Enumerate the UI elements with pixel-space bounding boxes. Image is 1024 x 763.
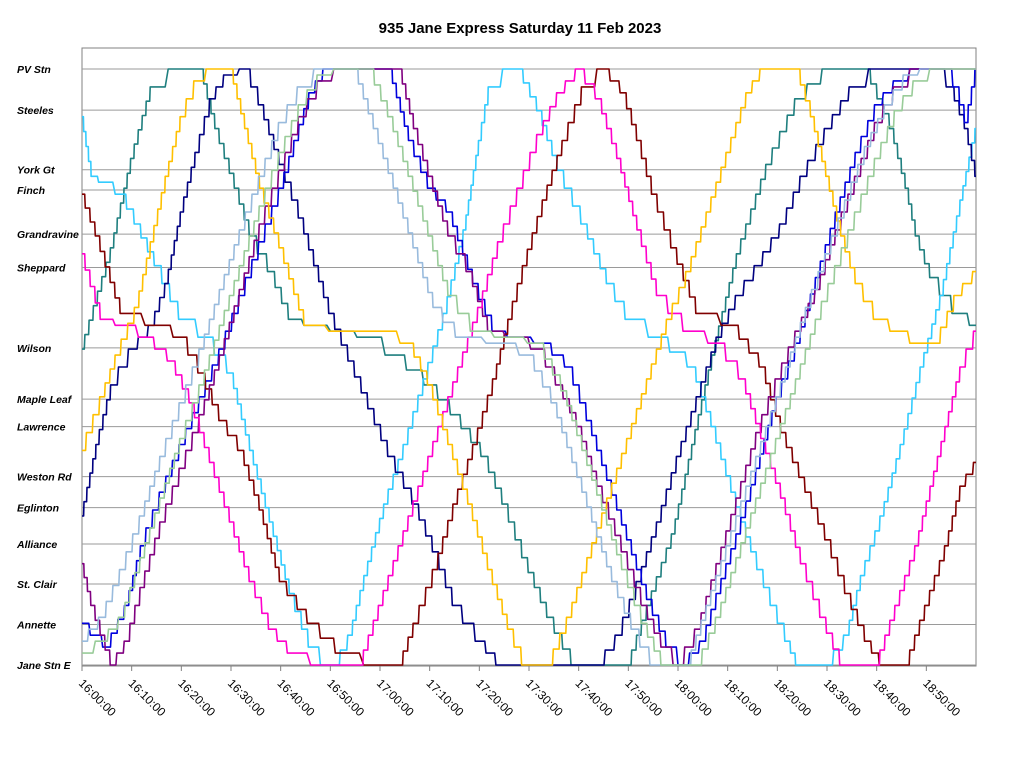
x-tick-label: 18:00:00	[672, 676, 715, 719]
stop-label: Maple Leaf	[17, 394, 73, 406]
stop-label: Wilson	[17, 343, 51, 355]
stop-label: Finch	[17, 185, 45, 197]
x-tick-label: 18:30:00	[821, 676, 864, 719]
x-tick-label: 17:50:00	[622, 676, 665, 719]
stop-label: Steeles	[17, 105, 54, 117]
series-line-1	[82, 68, 976, 666]
series-line-10	[82, 68, 976, 666]
stop-label: Weston Rd	[17, 472, 72, 484]
stop-label: PV Stn	[17, 64, 51, 76]
x-tick-label: 17:30:00	[523, 676, 566, 719]
x-tick-label: 18:50:00	[920, 676, 963, 719]
series-line-9	[82, 68, 976, 666]
stop-label: Jane Stn E	[17, 660, 72, 672]
stop-label: Eglinton	[17, 503, 59, 515]
series-line-6	[82, 68, 976, 666]
x-tick-label: 16:40:00	[275, 676, 318, 719]
series-line-3	[82, 68, 976, 666]
stop-label: St. Clair	[17, 579, 58, 591]
stop-label: Alliance	[16, 539, 57, 551]
x-tick-label: 16:00:00	[76, 676, 119, 719]
series-line-2	[82, 68, 976, 666]
x-tick-label: 17:40:00	[573, 676, 616, 719]
series-line-4	[82, 68, 976, 666]
series-lines	[82, 68, 976, 666]
x-tick-label: 16:50:00	[324, 676, 367, 719]
stop-labels: PV Stn Steeles York Gt Finch Grandravine Shep…	[16, 64, 79, 672]
x-tick-label: 17:00:00	[374, 676, 417, 719]
x-tick-label: 16:10:00	[126, 676, 169, 719]
x-tick-label: 18:40:00	[871, 676, 914, 719]
x-tick-label: 16:30:00	[225, 676, 268, 719]
series-line-7	[82, 68, 976, 666]
x-axis-ticks: 16:00:00 16:10:00 16:20:00 16:30:00 16:40:00…	[76, 666, 963, 719]
stop-label: York Gt	[17, 165, 55, 177]
x-tick-label: 17:10:00	[424, 676, 467, 719]
grid-lines	[82, 68, 976, 666]
stop-label: Grandravine	[17, 229, 79, 241]
series-line-8	[82, 68, 976, 666]
stop-label: Annette	[16, 619, 56, 631]
stop-label: Sheppard	[17, 262, 66, 274]
x-tick-label: 18:20:00	[771, 676, 814, 719]
x-tick-label: 17:20:00	[473, 676, 516, 719]
series-line-5	[82, 68, 976, 666]
x-tick-label: 18:10:00	[722, 676, 765, 719]
x-tick-label: 16:20:00	[175, 676, 218, 719]
stop-label: Lawrence	[17, 422, 66, 434]
chart-title: 935 Jane Express Saturday 11 Feb 2023	[379, 20, 662, 37]
